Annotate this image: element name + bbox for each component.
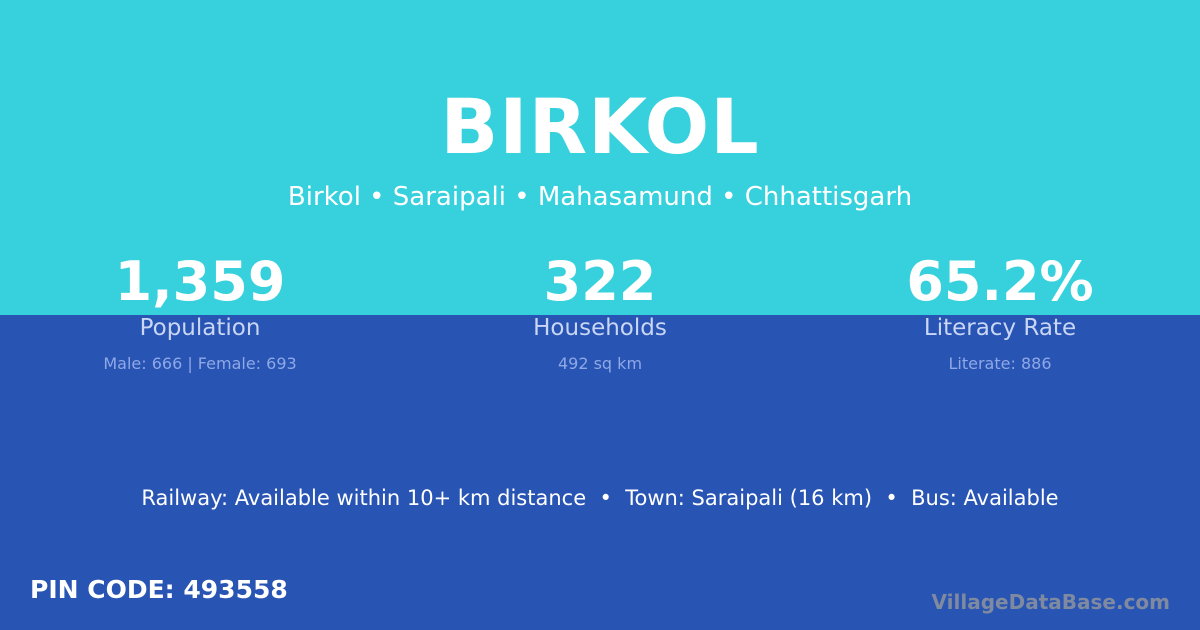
households-label: Households bbox=[533, 315, 667, 341]
population-label: Population bbox=[139, 315, 261, 341]
connectivity-info: Railway: Available within 10+ km distanc… bbox=[141, 486, 1059, 510]
village-title: BIRKOL bbox=[440, 82, 760, 171]
households-value: 322 bbox=[543, 250, 657, 313]
pin-code: PIN CODE: 493558 bbox=[30, 575, 288, 604]
literacy-label: Literacy Rate bbox=[923, 315, 1077, 341]
literacy-value: 65.2% bbox=[906, 250, 1094, 313]
literate-count: Literate: 886 bbox=[948, 354, 1052, 373]
population-value: 1,359 bbox=[114, 250, 286, 313]
bottom-band bbox=[0, 315, 1200, 630]
brand-logo: VillageDataBase.com bbox=[931, 590, 1170, 614]
population-breakdown: Male: 666 | Female: 693 bbox=[103, 354, 297, 373]
area: 492 sq km bbox=[557, 354, 643, 373]
top-band bbox=[0, 0, 1200, 315]
breadcrumb: Birkol • Saraipali • Mahasamund • Chhatt… bbox=[287, 182, 913, 212]
